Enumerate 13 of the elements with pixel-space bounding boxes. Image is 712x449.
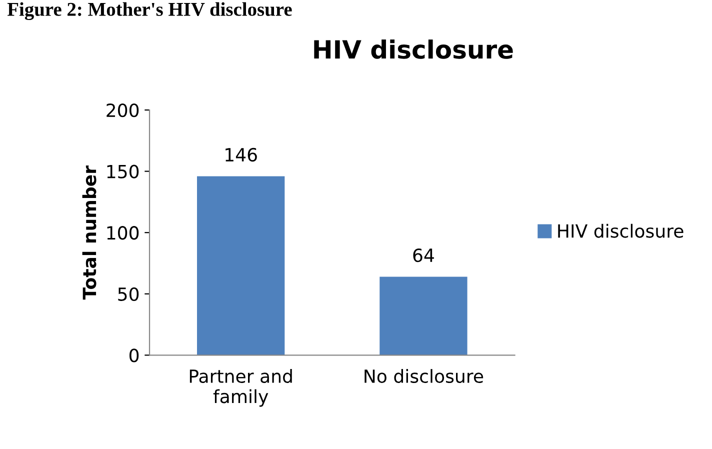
y-tick-label: 150 <box>107 164 139 178</box>
y-tick-label: 100 <box>107 226 139 240</box>
x-tick-label: No disclosure <box>364 369 484 384</box>
caption: Figure 2: Mother's HIV disclosure <box>7 2 292 20</box>
y-tick-label: 0 <box>130 348 139 362</box>
y-tick-label: 200 <box>106 103 139 118</box>
legend-label: HIV disclosure <box>558 224 684 238</box>
data-label: 146 <box>226 148 257 162</box>
data-label: 64 <box>413 248 434 262</box>
y-axis-title: Total number <box>82 166 96 300</box>
y-tick-label: 50 <box>118 287 139 301</box>
chart-title: HIV disclosure <box>314 40 513 59</box>
x-tick-label: Partner and family <box>190 369 292 407</box>
